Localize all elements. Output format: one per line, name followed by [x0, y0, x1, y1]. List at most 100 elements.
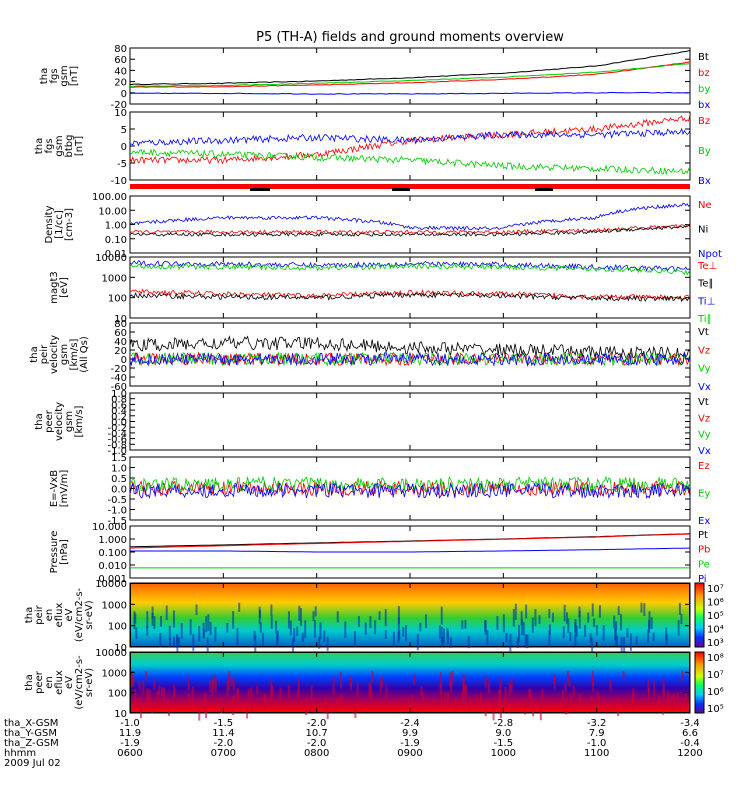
spectrogram-streak — [479, 692, 482, 705]
y-tick-label: 80 — [114, 44, 127, 55]
spectrogram-streak — [173, 684, 176, 699]
mode-bar-segment — [392, 188, 410, 191]
y-tick-label: -1.0 — [107, 506, 127, 517]
spectrogram-streak — [250, 702, 253, 713]
y-tick-label: 0.6 — [111, 400, 127, 411]
spectrogram-streak — [202, 622, 205, 639]
y-tick-label: 1000 — [102, 668, 127, 679]
orbit-value: -1.5 — [214, 718, 234, 729]
series-line-Ti∥ — [129, 262, 691, 276]
y-tick-label: 10.00 — [98, 206, 127, 217]
spectrogram-streak — [484, 675, 487, 688]
spectrogram-streak — [402, 627, 405, 637]
spectrogram-streak — [465, 684, 468, 701]
spectrogram-streak — [263, 695, 266, 711]
y-tick-label: 10 — [114, 314, 127, 325]
spectrogram-streak — [289, 620, 292, 636]
spectrogram-streak — [340, 694, 343, 704]
spectrogram-streak — [469, 697, 472, 712]
spectrogram-streak — [678, 603, 681, 615]
orbit-value: -0.4 — [680, 738, 700, 749]
spectrogram-streak — [566, 697, 569, 715]
spectrogram-streak — [232, 700, 235, 716]
spectrogram-streak — [617, 698, 620, 717]
orbit-value: -2.8 — [494, 718, 514, 729]
spectrogram-streak — [658, 695, 661, 705]
spectrogram-streak — [652, 680, 655, 697]
spectrogram-streak — [496, 615, 499, 631]
legend-entry: by — [698, 84, 710, 95]
spectrogram-streak — [505, 632, 508, 643]
series-line-Te∥ — [129, 291, 691, 303]
colorbar-tick-label: 10⁵ — [707, 611, 724, 622]
spectrogram-streak — [643, 603, 646, 616]
spectrogram-streak — [313, 619, 316, 638]
y-tick-label: -20 — [111, 364, 127, 375]
y-tick-label: -40 — [111, 373, 127, 384]
y-axis-label-line: velocity — [54, 402, 65, 441]
spectrogram-streak — [138, 680, 141, 690]
y-axis-label-line: tha — [24, 674, 35, 690]
spectrogram-streak — [574, 634, 577, 647]
spectrogram-streak — [323, 630, 326, 642]
y-tick-label: -1.5 — [107, 516, 127, 527]
y-tick-label: 0.4 — [111, 406, 127, 417]
legend-entry: Ey — [698, 489, 710, 500]
spectrogram-streak — [578, 693, 581, 707]
spectrogram-streak — [648, 611, 651, 629]
orbit-row-label: tha_Z-GSM — [4, 738, 59, 749]
spectrogram-streak — [271, 684, 274, 698]
y-tick-label: -0.2 — [107, 423, 127, 434]
series-line-Ni — [129, 224, 691, 238]
spectrogram-streak — [574, 621, 577, 633]
spectrogram-streak — [146, 626, 149, 636]
spectrogram-streak — [548, 630, 551, 648]
y-axis-label-line: [cm-3] — [64, 208, 75, 241]
spectrogram-streak — [484, 702, 487, 717]
spectrogram-streak — [270, 604, 273, 616]
spectrogram-streak — [339, 671, 342, 689]
orbit-value: 0700 — [211, 748, 236, 759]
spectrogram-streak — [662, 689, 665, 702]
spectrogram-streak — [214, 677, 217, 693]
spectrogram-streak — [153, 678, 156, 690]
y-axis-label-line: en — [44, 609, 55, 622]
colorbar-tick-label: 10⁴ — [707, 625, 724, 636]
y-axis-label-line: en — [44, 676, 55, 689]
spectrogram-streak — [567, 671, 570, 683]
y-tick-label: -10 — [111, 176, 127, 187]
spectrogram-streak — [422, 692, 425, 709]
spectrogram-streak — [532, 702, 535, 717]
spectrogram-streak — [525, 604, 528, 619]
spectrogram-streak — [514, 603, 517, 620]
spectrogram-streak — [524, 700, 527, 715]
spectrogram-streak — [258, 606, 261, 625]
orbit-row-label: hhmm — [4, 748, 36, 759]
legend-entry: Vt — [698, 397, 709, 408]
orbit-row-label: tha_Y-GSM — [4, 728, 57, 739]
y-axis-label-line: [nT] — [69, 66, 80, 86]
spectrogram-streak — [134, 689, 137, 707]
legend-entry: Te∥ — [697, 279, 714, 290]
spectrogram-streak — [591, 637, 594, 653]
spectrogram-streak — [685, 691, 688, 709]
spectrogram-streak — [444, 691, 447, 703]
spectrogram-streak — [502, 614, 505, 633]
legend-entry: Pt — [698, 530, 708, 541]
spectrogram-streak — [385, 683, 388, 698]
spectrogram-streak — [553, 675, 556, 690]
spectrogram-streak — [484, 620, 487, 635]
orbit-value: -3.2 — [587, 718, 607, 729]
spectrogram-streak — [563, 604, 566, 622]
y-axis-label-line: peer — [44, 409, 55, 433]
spectrogram-streak — [562, 626, 565, 638]
spectrogram-streak — [504, 686, 507, 705]
y-tick-label: 0.010 — [98, 561, 127, 572]
y-axis-label-line: gsm — [54, 135, 65, 156]
spectrogram-streak — [187, 677, 190, 691]
spectrogram-streak — [681, 670, 684, 681]
spectrogram-streak — [369, 616, 372, 629]
spectrogram-streak — [397, 617, 400, 636]
spectrogram-streak — [131, 675, 134, 685]
y-tick-label: -0.5 — [107, 495, 127, 506]
